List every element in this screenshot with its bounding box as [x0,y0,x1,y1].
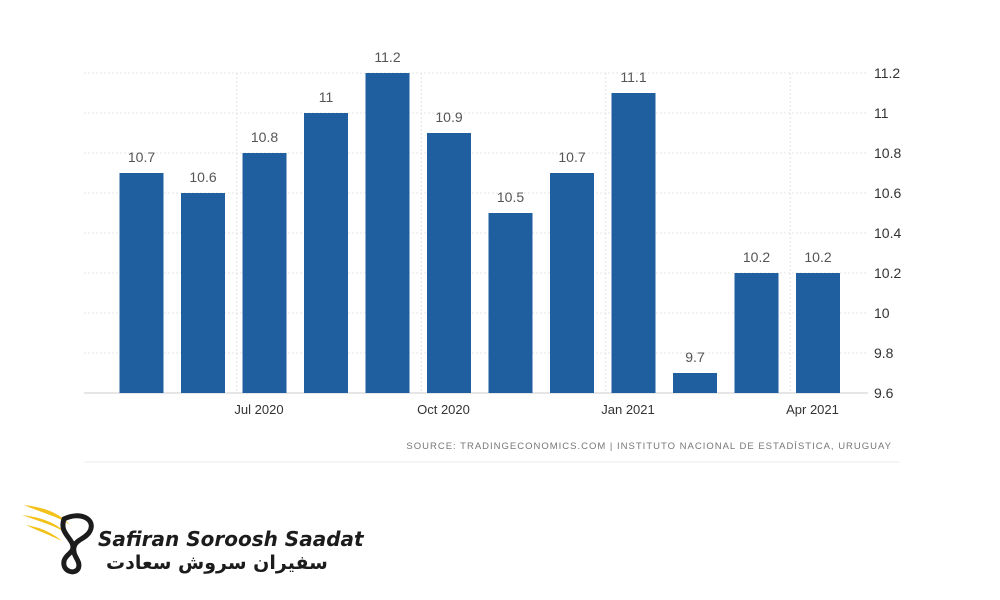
bar-oct-2020 [365,73,410,393]
bar-aug-2020 [242,153,287,393]
data-label: 10.2 [804,249,831,265]
bar-dec-2020 [488,213,533,393]
y-tick-label: 10.2 [874,265,901,281]
brand-name-fa: سفیران سروش سعادت [106,552,328,574]
bar-jan-2021 [550,173,594,393]
y-tick-label: 9.6 [874,385,894,401]
y-tick-label: 10 [874,305,890,321]
bar-mar-2021 [673,373,717,393]
data-label: 11 [319,89,334,105]
bar-jul-2020 [181,193,225,393]
data-label: 11.2 [374,49,400,65]
bar-series [119,73,840,393]
y-tick-label: 11.2 [874,65,900,81]
data-label: 10.5 [497,189,524,205]
bar-sep-2020 [304,113,348,393]
brand-name-en: Safiran Soroosh Saadat [98,527,364,551]
y-axis: 9.6 9.8 10 10.2 10.4 10.6 10.8 11 11.2 [874,65,901,401]
bar-nov-2020 [427,133,471,393]
data-label: 10.7 [558,149,585,165]
bar-jun-2020 [119,173,164,393]
y-tick-label: 10.4 [874,225,901,241]
data-label: 10.7 [128,149,155,165]
x-tick-label: Apr 2021 [786,402,839,417]
data-labels: 10.7 10.6 10.8 11 11.2 10.9 10.5 10.7 11.1 9.7 10.… [128,49,832,365]
brand-logo: Safiran Soroosh Saadat سفیران سروش سعادت [20,497,364,577]
data-label: 9.7 [685,349,705,365]
bar-apr-2021 [734,273,779,393]
y-tick-label: 10.8 [874,145,901,161]
x-axis: Jul 2020 Oct 2020 Jan 2021 Apr 2021 [234,402,838,417]
data-label: 11.1 [620,69,646,85]
bar-feb-2021 [611,93,656,393]
y-tick-label: 11 [874,105,889,121]
y-tick-label: 9.8 [874,345,894,361]
bird-logo-icon [22,505,94,575]
bar-may-2021 [796,273,840,393]
data-label: 10.9 [435,109,462,125]
data-label: 10.8 [251,129,278,145]
source-note: SOURCE: TRADINGECONOMICS.COM | INSTITUTO… [406,441,892,452]
data-label: 10.6 [189,169,216,185]
x-tick-label: Oct 2020 [417,402,470,417]
x-tick-label: Jul 2020 [234,402,283,417]
y-tick-label: 10.6 [874,185,901,201]
x-tick-label: Jan 2021 [601,402,655,417]
data-label: 10.2 [743,249,770,265]
